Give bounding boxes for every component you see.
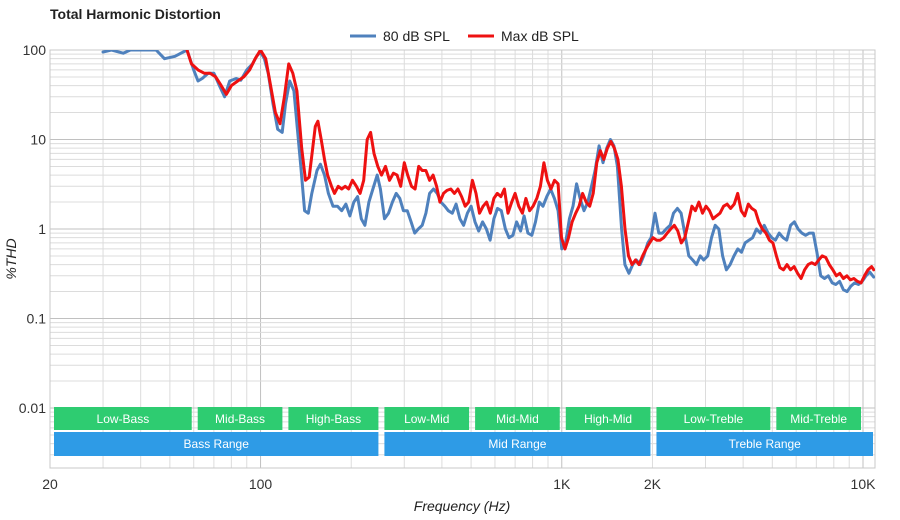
y-tick-label: 0.1 <box>27 311 47 327</box>
range-band <box>656 407 771 430</box>
range-band <box>776 407 861 430</box>
x-axis-label: Frequency (Hz) <box>414 498 510 514</box>
range-band <box>384 407 470 430</box>
y-tick-label: 1 <box>38 221 46 237</box>
range-group-label: Treble Range <box>729 437 802 451</box>
series-line-80db-spl <box>101 50 875 294</box>
range-band <box>565 407 651 430</box>
range-group-band <box>656 432 873 456</box>
series-line-max-db-spl <box>185 50 875 285</box>
y-tick-label: 10 <box>30 132 46 148</box>
legend-label: Max dB SPL <box>501 28 579 44</box>
range-band-label: Mid-Treble <box>790 412 847 426</box>
x-tick-label: 100 <box>249 476 273 492</box>
range-band <box>54 407 192 430</box>
range-group-label: Mid Range <box>488 437 546 451</box>
plot-background <box>50 50 875 468</box>
legend: 80 dB SPL Max dB SPL <box>350 28 579 44</box>
y-axis-label: %THD <box>3 238 19 279</box>
range-band-label: High-Mid <box>584 412 632 426</box>
x-tick-label: 20 <box>42 476 58 492</box>
range-band-label: Low-Treble <box>684 412 744 426</box>
range-band <box>197 407 283 430</box>
range-group-band <box>54 432 379 456</box>
range-band-label: Mid-Bass <box>215 412 265 426</box>
series-lines <box>101 50 875 294</box>
legend-label: 80 dB SPL <box>383 28 450 44</box>
x-tick-labels: 20 100 1K 2K 10K <box>42 476 876 492</box>
range-band <box>288 407 379 430</box>
range-band-label: High-Bass <box>306 412 361 426</box>
range-band-label: Low-Mid <box>404 412 449 426</box>
range-band <box>475 407 560 430</box>
x-tick-label: 10K <box>851 476 877 492</box>
y-tick-label: 100 <box>23 42 47 58</box>
plot-border <box>49 49 876 469</box>
chart-title: Total Harmonic Distortion <box>50 6 221 22</box>
range-band-label: Mid-Mid <box>496 412 539 426</box>
x-tick-label: 2K <box>644 476 662 492</box>
x-tick-label: 1K <box>553 476 571 492</box>
range-bands: Low-Bass Mid-Bass High-Bass Low-Mid Mid-Mid H… <box>54 407 873 456</box>
y-tick-labels: 100 10 1 0.1 0.01 <box>19 42 46 416</box>
range-band-label: Low-Bass <box>97 412 150 426</box>
range-group-band <box>384 432 651 456</box>
range-group-label: Bass Range <box>184 437 250 451</box>
y-tick-label: 0.01 <box>19 400 46 416</box>
